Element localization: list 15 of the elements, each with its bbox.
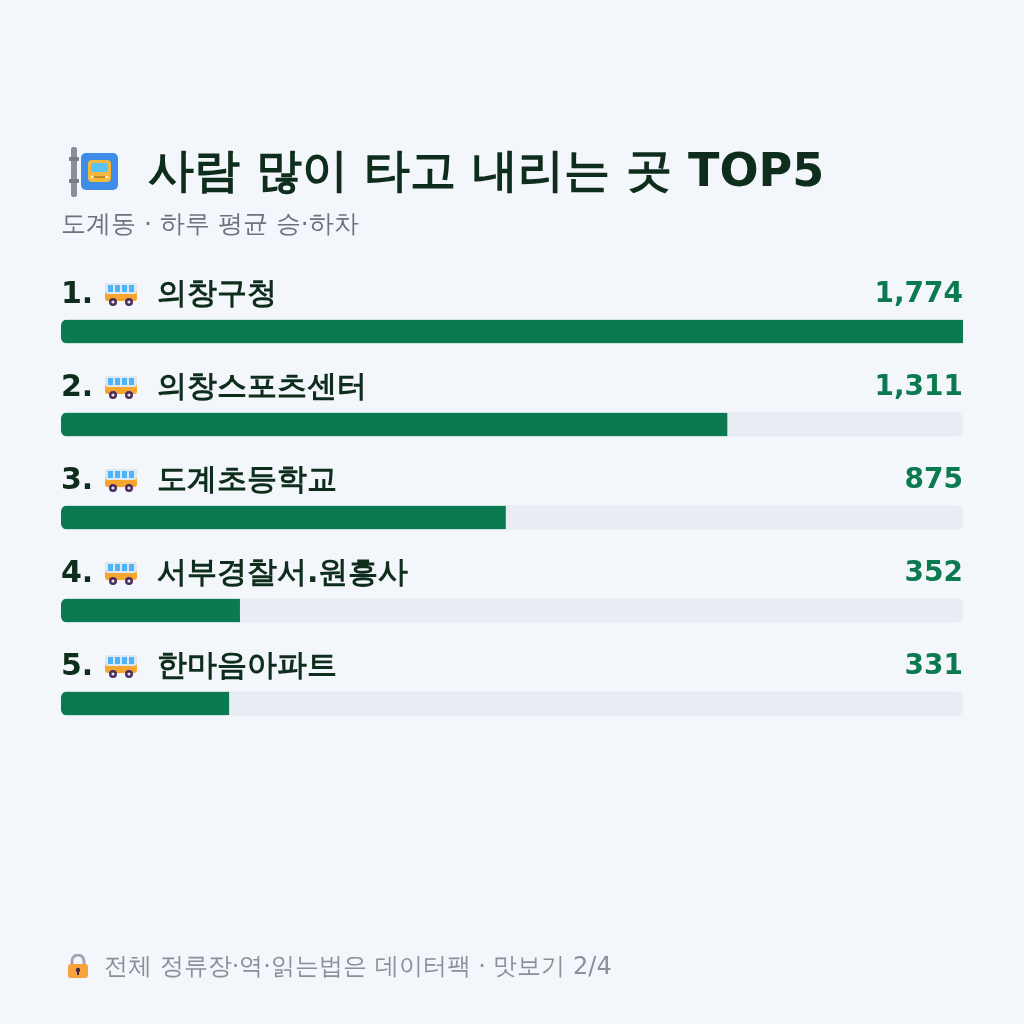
data-label: 1,774 (874, 275, 963, 309)
data-label: 331 (904, 647, 963, 681)
data-label: 1,311 (874, 368, 963, 402)
category-label: 1. 의창구청 (61, 274, 277, 310)
category-label: 3. 도계초등학교 (61, 460, 337, 496)
category-label: 4. 서부경찰서.원흥사 (61, 553, 409, 589)
category-label: 2. 의창스포츠센터 (61, 367, 367, 403)
bar (61, 598, 240, 623)
data-label: 875 (904, 461, 963, 495)
bar (61, 691, 230, 716)
category-label: 5. 한마음아파트 (61, 646, 337, 682)
chart-subtitle: 도계동 · 하루 평균 승·하차 (61, 209, 359, 238)
text: 전체 정류장·역·읽는법은 데이터팩 · 맛보기 2/4 (104, 952, 612, 980)
data-label: 352 (904, 554, 963, 588)
chart-title: 사람 많이 타고 내리는 곳 TOP5 (148, 143, 825, 197)
